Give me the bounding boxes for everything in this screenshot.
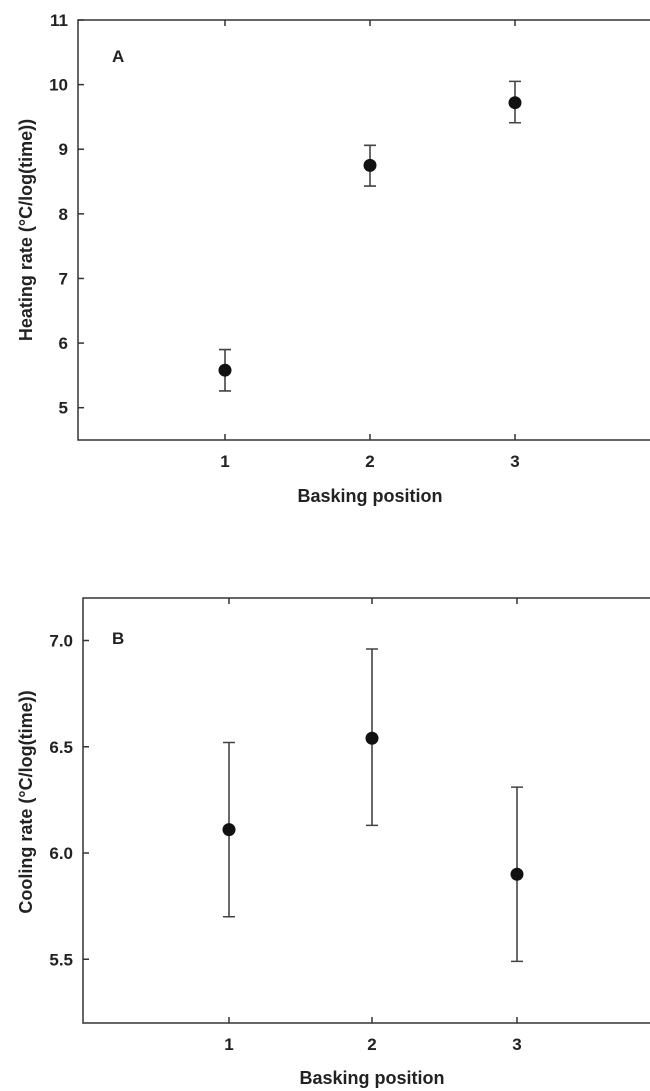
- panel-a-y-tick-label: 9: [59, 140, 68, 159]
- panel-b-x-axis-title: Basking position: [299, 1068, 444, 1088]
- panel-a-x-axis-title: Basking position: [297, 486, 442, 506]
- panel-a-y-axis-title: Heating rate (°C/log(time)): [16, 119, 36, 341]
- panel-b-plot-frame: [82, 597, 650, 1024]
- panel-b-x-tick-label: 3: [512, 1035, 521, 1054]
- panel-a-y-tick-label: 11: [50, 11, 68, 30]
- panel-a-label: A: [112, 47, 124, 66]
- panel-b-data-point: [365, 731, 379, 745]
- panel-b-x-tick-label: 2: [367, 1035, 376, 1054]
- panel-a-x-tick-label: 3: [510, 452, 519, 471]
- panel-b-data-point: [510, 867, 524, 881]
- panel-a-y-tick-label: 5: [59, 399, 68, 418]
- panel-a-y-tick-label: 7: [59, 269, 68, 288]
- panel-b-y-tick-label: 6.5: [49, 738, 73, 757]
- panel-a-y-tick-label: 8: [59, 205, 68, 224]
- panel-a-data-point: [508, 96, 522, 110]
- panel-b-y-tick-label: 5.5: [49, 950, 73, 969]
- panel-a-data-point: [363, 158, 377, 172]
- panel-a: A Heating rate (°C/log(time)) Basking po…: [16, 11, 650, 506]
- panel-b: B Cooling rate (°C/log(time)) Basking po…: [16, 597, 650, 1088]
- panel-b-label: B: [112, 629, 124, 648]
- panel-a-data-point: [218, 363, 232, 377]
- panel-a-y-tick-label: 10: [49, 76, 68, 95]
- panel-b-y-tick-label: 6.0: [49, 844, 73, 863]
- panel-b-marks: 5.5 6.0 6.5 7.0 1 2 3: [49, 598, 524, 1054]
- panel-a-x-tick-label: 2: [365, 452, 374, 471]
- panel-b-y-tick-label: 7.0: [49, 632, 73, 651]
- panel-b-x-tick-label: 1: [224, 1035, 233, 1054]
- panel-a-y-tick-label: 6: [59, 334, 68, 353]
- panel-b-y-axis-title: Cooling rate (°C/log(time)): [16, 690, 36, 913]
- panel-b-data-point: [222, 823, 236, 837]
- panel-a-x-tick-label: 1: [220, 452, 229, 471]
- panel-a-plot-frame: [77, 19, 650, 441]
